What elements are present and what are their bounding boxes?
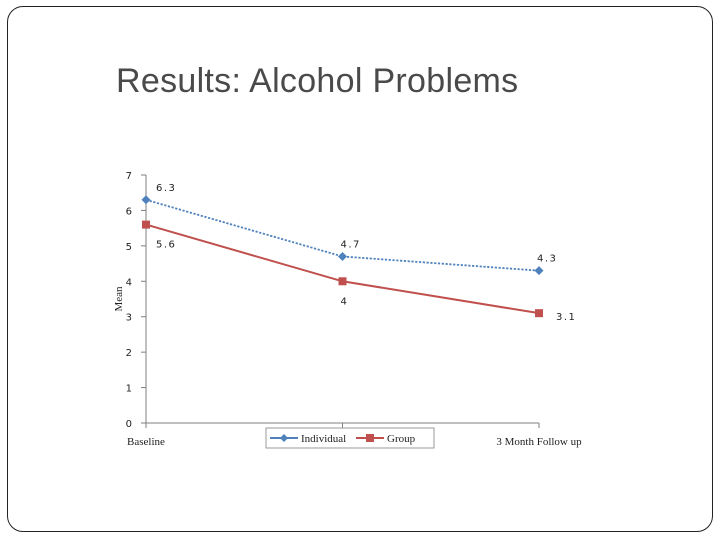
data-label: 6.3 bbox=[156, 183, 176, 194]
y-tick-label: 0 bbox=[126, 419, 132, 430]
data-point-marker bbox=[534, 266, 544, 276]
y-tick-label: 3 bbox=[126, 313, 132, 324]
legend-box bbox=[265, 427, 435, 449]
data-label: 4 bbox=[341, 296, 349, 307]
y-tick-label: 2 bbox=[126, 348, 132, 359]
data-point-marker bbox=[338, 251, 347, 261]
y-tick-label: 7 bbox=[126, 171, 132, 182]
data-label: 3.1 bbox=[556, 312, 576, 323]
legend-marker bbox=[280, 434, 288, 442]
y-axis-title: Mean bbox=[113, 286, 125, 312]
chart-legend: Individual Group bbox=[265, 427, 435, 449]
data-point-marker bbox=[141, 195, 151, 205]
data-label: 4.3 bbox=[537, 254, 557, 265]
data-label: 4.7 bbox=[341, 239, 361, 250]
x-category-label: 3 Month Follow up bbox=[496, 436, 582, 448]
data-point-marker bbox=[535, 309, 543, 318]
y-tick-label: 4 bbox=[126, 277, 132, 288]
series-individual: 6.3 4.7 4.3 bbox=[141, 183, 557, 276]
legend-label: Group bbox=[387, 433, 416, 445]
data-point-marker bbox=[142, 220, 150, 229]
y-tick-label: 6 bbox=[126, 206, 132, 217]
legend-marker bbox=[366, 434, 374, 442]
legend-label: Individual bbox=[301, 433, 346, 445]
series-group: 5.6 4 3.1 bbox=[142, 220, 576, 323]
slide-title: Results: Alcohol Problems bbox=[116, 62, 519, 100]
data-label: 5.6 bbox=[156, 240, 176, 251]
y-tick-label: 1 bbox=[126, 384, 132, 395]
y-tick-label: 5 bbox=[126, 242, 132, 253]
series-layer: 6.3 4.7 4.3 5.6 4 3.1 bbox=[141, 183, 576, 323]
data-point-marker bbox=[338, 277, 347, 286]
x-category-label: Baseline bbox=[127, 436, 165, 448]
series-line-individual bbox=[145, 198, 540, 272]
